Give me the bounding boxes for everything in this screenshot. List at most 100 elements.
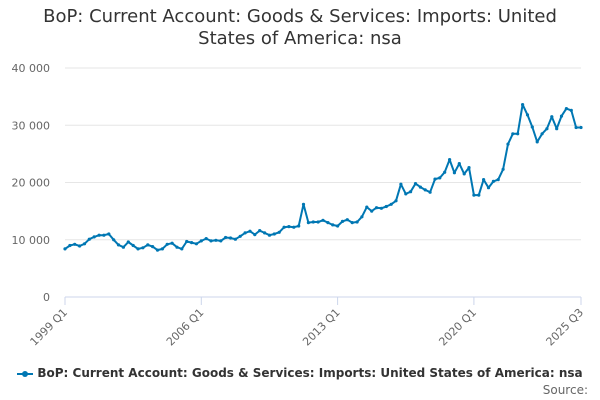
data-point: [409, 190, 413, 194]
data-point: [297, 224, 301, 228]
x-tick-label: 2020 Q1: [436, 306, 479, 349]
data-point: [443, 170, 447, 174]
data-point: [165, 242, 169, 246]
data-point: [136, 247, 140, 251]
data-point: [569, 108, 573, 112]
data-point: [482, 178, 486, 182]
data-point: [433, 177, 437, 181]
data-point: [345, 218, 349, 222]
x-tick-label: 1999 Q1: [28, 306, 71, 349]
data-point: [457, 162, 461, 166]
data-point: [316, 220, 320, 224]
data-point: [97, 233, 101, 237]
x-tick-label: 2013 Q1: [300, 306, 343, 349]
data-point: [170, 241, 174, 245]
x-axis-tick-labels: 1999 Q1 2006 Q1 2013 Q1 2020 Q1 2025 Q3: [28, 306, 587, 349]
y-tick-label: 10 000: [12, 234, 51, 247]
data-point: [292, 225, 296, 229]
data-point: [204, 237, 208, 241]
data-point: [326, 221, 330, 225]
x-axis: [64, 296, 582, 305]
data-point: [550, 115, 554, 119]
data-point: [579, 125, 583, 130]
data-point: [379, 206, 383, 210]
data-point: [555, 127, 559, 131]
data-point: [92, 235, 96, 239]
data-point: [160, 247, 164, 251]
y-tick-label: 40 000: [12, 62, 51, 75]
legend-line-marker-icon: [17, 369, 34, 379]
data-point: [277, 230, 281, 234]
data-point: [102, 233, 106, 237]
data-point: [228, 236, 233, 240]
data-point: [355, 220, 359, 224]
data-point: [467, 166, 471, 170]
data-point: [506, 142, 510, 146]
data-point: [267, 233, 272, 237]
data-point: [574, 125, 578, 130]
data-point: [126, 240, 130, 244]
data-point: [428, 190, 432, 194]
data-point: [384, 204, 388, 209]
data-point: [68, 243, 72, 248]
data-point: [194, 242, 198, 246]
data-point: [399, 182, 403, 186]
data-point: [253, 233, 257, 237]
data-point: [448, 158, 452, 162]
chart-title-line-2: States of America: nsa: [198, 28, 402, 49]
data-point: [516, 132, 520, 136]
data-point: [311, 220, 315, 224]
data-point: [365, 205, 369, 209]
data-point: [190, 241, 194, 245]
x-tick-label: 2025 Q3: [544, 306, 587, 349]
chart-title-line-1: BoP: Current Account: Goods & Services: …: [43, 6, 557, 27]
data-point: [350, 221, 354, 225]
series-line: [64, 103, 581, 252]
data-point: [73, 242, 77, 246]
data-point: [121, 245, 125, 249]
data-point: [389, 202, 393, 206]
data-point: [175, 245, 179, 249]
data-point: [87, 237, 91, 241]
y-tick-label: 0: [43, 291, 50, 304]
y-axis-tick-labels: 0 10 000 20 000 30 000 40 000: [12, 62, 51, 304]
data-point: [258, 229, 262, 233]
legend[interactable]: BoP: Current Account: Goods & Services: …: [0, 366, 600, 380]
data-point: [116, 243, 121, 247]
data-point: [340, 219, 345, 223]
data-point: [545, 127, 549, 131]
data-point: [248, 229, 252, 233]
data-point: [438, 176, 442, 180]
data-point: [185, 239, 189, 244]
data-point: [360, 215, 364, 219]
chart-title: BoP: Current Account: Goods & Services: …: [0, 6, 600, 50]
data-point: [452, 171, 456, 175]
data-point: [155, 248, 160, 252]
data-point: [131, 243, 135, 248]
data-point: [423, 188, 427, 192]
data-point: [370, 209, 374, 213]
data-point: [306, 221, 310, 225]
data-point: [501, 167, 505, 171]
data-point: [272, 232, 276, 236]
data-point: [112, 238, 116, 242]
data-point: [233, 237, 237, 241]
data-point: [530, 125, 534, 129]
data-point: [78, 244, 82, 248]
data-point: [525, 113, 530, 117]
data-point: [282, 225, 286, 229]
data-point: [462, 172, 466, 176]
data-point: [287, 225, 291, 229]
data-point: [263, 231, 267, 235]
data-point: [209, 239, 213, 243]
data-point: [199, 239, 203, 243]
source-label: Source:: [542, 383, 588, 397]
data-point: [540, 132, 544, 136]
data-point: [141, 246, 145, 250]
data-point: [491, 179, 495, 183]
series-group: [63, 103, 583, 252]
data-point: [63, 247, 67, 251]
data-point: [336, 224, 340, 228]
data-point: [404, 192, 408, 196]
